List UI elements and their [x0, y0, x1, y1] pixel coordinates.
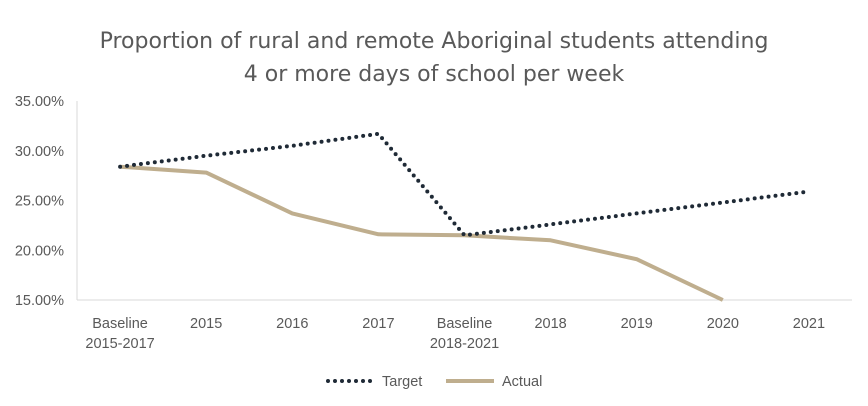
- x-tick-label: 2021: [793, 316, 825, 332]
- series-line-target: [118, 131, 811, 238]
- x-tick-label-line: 2020: [707, 316, 739, 332]
- legend-item-actual: Actual: [446, 374, 542, 390]
- x-tick-label: 2015: [190, 316, 222, 332]
- x-tick-label-line: 2019: [621, 316, 653, 332]
- x-tick-label: 2019: [621, 316, 653, 332]
- x-tick-label-line: 2018: [534, 316, 566, 332]
- y-tick-label: 35.00%: [15, 94, 64, 110]
- legend-item-target: Target: [326, 374, 422, 390]
- y-tick-label: 20.00%: [15, 243, 64, 259]
- x-tick-label: 2020: [707, 316, 739, 332]
- x-tick-labels: Baseline 2015-2017 2015 2016 2017 Baseline 201…: [85, 316, 825, 352]
- x-tick-label-line: 2015-2017: [85, 336, 154, 352]
- y-tick-label: 15.00%: [15, 293, 64, 309]
- x-tick-label-line: 2018-2021: [430, 336, 499, 352]
- chart-title-line-1: Proportion of rural and remote Aborigina…: [100, 29, 769, 54]
- x-tick-label: 2016: [276, 316, 308, 332]
- x-tick-label-line: 2016: [276, 316, 308, 332]
- legend: Target Actual: [326, 374, 542, 390]
- series-line-actual: [119, 164, 724, 302]
- y-tick-labels: 15.00% 20.00% 25.00% 30.00% 35.00%: [15, 94, 64, 309]
- x-tick-label-line: Baseline: [92, 316, 148, 332]
- legend-label: Actual: [502, 374, 542, 390]
- legend-label: Target: [382, 374, 422, 390]
- x-tick-label: 2018: [534, 316, 566, 332]
- x-tick-label-line: 2021: [793, 316, 825, 332]
- x-tick-label-line: 2017: [362, 316, 394, 332]
- x-tick-label: 2017: [362, 316, 394, 332]
- x-tick-label: Baseline 2015-2017: [85, 316, 154, 352]
- series-lines: [118, 131, 811, 302]
- y-tick-label: 25.00%: [15, 194, 64, 210]
- x-tick-label-line: 2015: [190, 316, 222, 332]
- x-tick-label: Baseline 2018-2021: [430, 316, 499, 352]
- y-tick-label: 30.00%: [15, 144, 64, 160]
- x-tick-label-line: Baseline: [437, 316, 493, 332]
- chart-title-line-2: 4 or more days of school per week: [244, 62, 625, 87]
